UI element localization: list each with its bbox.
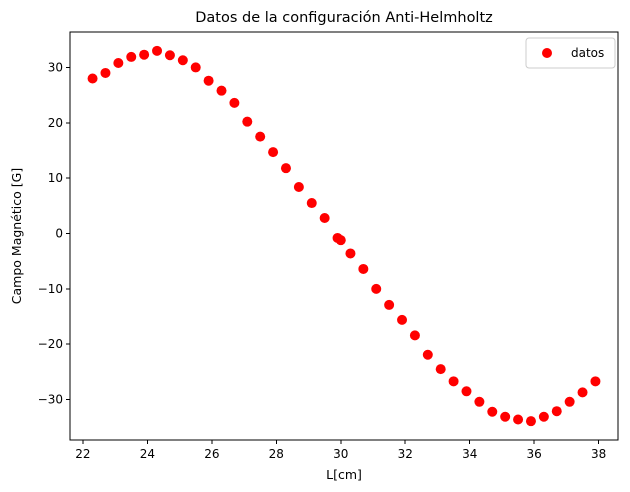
data-point: [474, 396, 485, 407]
data-point: [255, 131, 266, 142]
data-point: [397, 314, 408, 325]
y-tick-label: 0: [55, 227, 63, 241]
data-point: [177, 55, 188, 66]
data-point: [87, 73, 98, 84]
data-point: [280, 163, 291, 174]
data-point: [487, 406, 498, 417]
data-point: [216, 85, 227, 96]
x-axis-title: L[cm]: [326, 467, 362, 482]
data-point: [551, 406, 562, 417]
data-point: [525, 416, 536, 427]
data-point: [564, 396, 575, 407]
data-point: [409, 330, 420, 341]
x-tick-label: 32: [398, 447, 413, 461]
data-point: [435, 364, 446, 375]
x-axis: 22 24 26 28 30 32 34 36 38: [75, 440, 606, 461]
y-tick-label: 30: [48, 60, 63, 74]
y-tick-label: −20: [38, 337, 63, 351]
data-points: [87, 45, 601, 427]
y-tick-label: 20: [48, 116, 63, 130]
x-tick-label: 38: [591, 447, 606, 461]
y-axis: −30 −20 −10 0 10 20 30: [38, 60, 70, 407]
legend: datos: [525, 37, 616, 69]
data-point: [100, 67, 111, 78]
data-point: [345, 248, 356, 259]
data-point: [384, 299, 395, 310]
data-point: [335, 235, 346, 246]
data-point: [242, 116, 253, 127]
data-point: [358, 263, 369, 274]
y-tick-label: 10: [48, 171, 63, 185]
data-point: [306, 198, 317, 209]
data-point: [190, 62, 201, 73]
data-point: [268, 147, 279, 158]
data-point: [448, 376, 459, 387]
x-tick-label: 34: [462, 447, 477, 461]
y-tick-label: −30: [38, 393, 63, 407]
data-point: [203, 75, 214, 86]
x-tick-label: 26: [204, 447, 219, 461]
x-tick-label: 22: [75, 447, 90, 461]
x-tick-label: 30: [333, 447, 348, 461]
data-point: [319, 213, 330, 224]
data-point: [590, 376, 601, 387]
data-point: [229, 97, 240, 108]
legend-box: [525, 37, 616, 69]
data-point: [422, 349, 433, 360]
data-point: [461, 386, 472, 397]
x-tick-label: 28: [269, 447, 284, 461]
legend-label: datos: [571, 46, 604, 60]
data-point: [139, 49, 150, 60]
data-point: [500, 411, 511, 422]
plot-area-frame: [69, 31, 619, 441]
data-point: [577, 387, 588, 398]
x-tick-label: 24: [140, 447, 155, 461]
y-tick-label: −10: [38, 282, 63, 296]
chart-title: Datos de la configuración Anti-Helmholtz: [195, 10, 493, 26]
x-tick-label: 36: [527, 447, 542, 461]
data-point: [164, 50, 175, 61]
data-point: [371, 283, 382, 294]
data-point: [152, 45, 163, 56]
data-point: [126, 51, 137, 62]
data-point: [513, 414, 524, 425]
legend-marker: [542, 48, 552, 58]
data-point: [113, 58, 124, 69]
data-point: [293, 182, 304, 193]
y-axis-title: Campo Magnético [G]: [9, 168, 24, 304]
data-point: [538, 411, 549, 422]
